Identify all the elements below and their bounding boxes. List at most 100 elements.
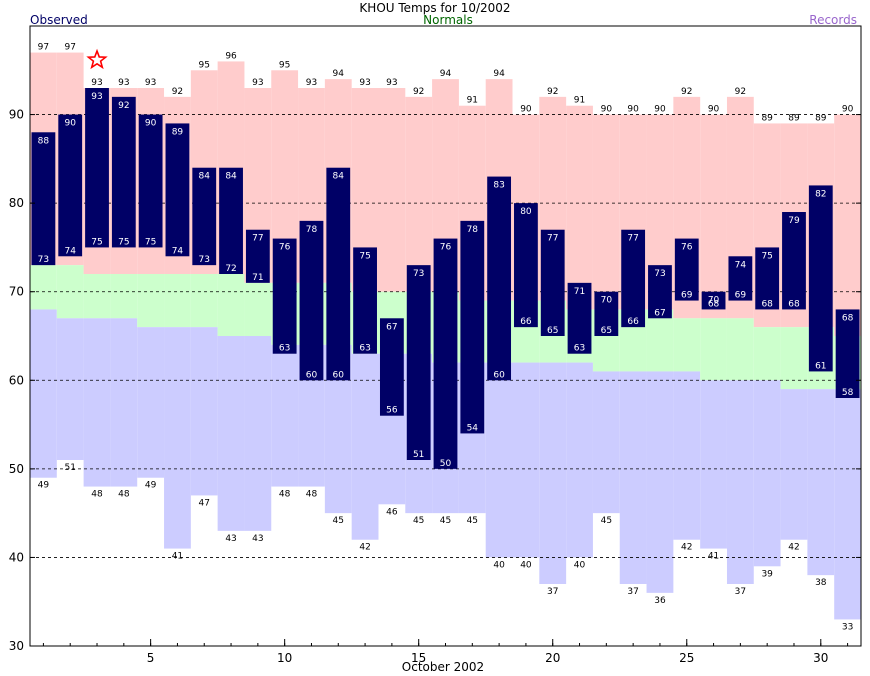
record-high-label-8: 96 (225, 51, 237, 61)
record-high-label-6: 92 (172, 87, 183, 97)
observed-low-label-16: 50 (440, 459, 452, 469)
record-high-label-30: 89 (815, 113, 827, 123)
record-high-band-31 (834, 114, 861, 336)
record-low-band-3 (83, 318, 111, 487)
record-high-band-15 (405, 96, 433, 292)
record-low-label-20: 37 (547, 587, 558, 597)
observed-high-label-26: 70 (708, 296, 720, 306)
legend-observed: Observed (30, 13, 88, 27)
record-low-band-7 (190, 327, 218, 496)
observed-bar-30 (808, 185, 833, 372)
observed-high-label-13: 75 (359, 251, 370, 261)
record-low-label-27: 37 (735, 587, 746, 597)
record-high-label-11: 93 (306, 78, 317, 88)
normal-band-1 (30, 265, 57, 310)
record-low-label-11: 48 (306, 490, 318, 500)
observed-high-label-6: 89 (172, 127, 184, 137)
record-high-label-31: 90 (842, 105, 854, 115)
observed-low-label-28: 68 (761, 299, 773, 309)
record-high-label-14: 93 (386, 78, 397, 88)
observed-bar-8 (219, 167, 243, 274)
record-low-label-30: 38 (815, 578, 827, 588)
record-low-band-28 (753, 380, 781, 567)
observed-low-label-13: 63 (359, 344, 370, 354)
observed-low-label-31: 58 (842, 388, 854, 398)
observed-low-label-19: 66 (520, 317, 532, 327)
record-low-label-10: 48 (279, 490, 291, 500)
record-high-band-26 (700, 114, 727, 319)
record-high-label-15: 92 (413, 87, 424, 97)
record-low-label-6: 41 (172, 552, 183, 562)
record-low-band-1 (30, 309, 57, 478)
normal-band-28 (753, 327, 781, 381)
record-high-label-3: 93 (91, 78, 102, 88)
observed-high-label-30: 82 (815, 189, 826, 199)
observed-bar-11 (299, 220, 324, 381)
record-low-label-23: 37 (627, 587, 638, 597)
record-high-label-18: 94 (493, 69, 505, 79)
observed-bar-18 (487, 176, 512, 381)
observed-high-label-15: 73 (413, 269, 424, 279)
normal-band-8 (217, 274, 245, 336)
observed-bar-19 (514, 203, 538, 328)
observed-low-label-5: 75 (145, 237, 156, 247)
observed-bars (31, 88, 860, 469)
y-tick-label-90: 90 (9, 108, 24, 122)
observed-low-label-17: 54 (467, 423, 479, 433)
record-low-label-16: 45 (440, 516, 451, 526)
observed-high-label-28: 75 (761, 251, 772, 261)
observed-bar-15 (406, 265, 431, 460)
record-high-label-20: 92 (547, 87, 558, 97)
observed-bar-6 (165, 123, 190, 257)
observed-high-label-1: 88 (38, 136, 50, 146)
x-tick-label-10: 10 (277, 651, 292, 665)
record-low-label-14: 46 (386, 507, 398, 517)
record-high-band-21 (566, 105, 593, 310)
observed-high-label-12: 84 (333, 172, 345, 182)
observed-bar-9 (245, 229, 270, 283)
observed-bar-24 (648, 265, 672, 319)
observed-high-label-2: 90 (64, 119, 76, 129)
observed-bar-5 (138, 114, 163, 248)
y-tick-label-80: 80 (9, 196, 24, 210)
y-tick-label-60: 60 (9, 373, 24, 387)
record-low-label-24: 36 (654, 596, 666, 606)
observed-bar-12 (326, 167, 351, 381)
observed-low-label-6: 74 (172, 246, 184, 256)
record-low-band-24 (646, 371, 674, 593)
observed-high-label-18: 83 (493, 181, 504, 191)
normal-band-29 (780, 327, 808, 390)
record-high-label-5: 93 (145, 78, 156, 88)
observed-low-label-15: 51 (413, 450, 424, 460)
observed-bar-10 (272, 238, 297, 354)
record-low-label-29: 42 (788, 543, 799, 553)
observed-bar-29 (782, 212, 806, 310)
observed-bar-4 (111, 96, 136, 248)
observed-bar-16 (433, 238, 458, 469)
record-low-band-21 (566, 362, 593, 558)
observed-bar-21 (567, 282, 592, 354)
record-star-icon (86, 48, 108, 70)
observed-bar-3 (85, 88, 109, 248)
record-low-label-3: 48 (91, 490, 103, 500)
record-low-band-9 (244, 336, 272, 531)
observed-low-label-8: 72 (225, 264, 236, 274)
observed-high-label-4: 92 (118, 101, 129, 111)
record-low-band-25 (673, 371, 701, 540)
normal-band-7 (190, 274, 218, 328)
observed-low-label-29: 68 (788, 299, 800, 309)
record-low-band-8 (217, 336, 245, 531)
record-low-label-21: 40 (574, 560, 586, 570)
observed-high-label-25: 76 (681, 243, 693, 253)
record-low-label-17: 45 (467, 516, 478, 526)
observed-low-label-23: 66 (627, 317, 639, 327)
observed-low-label-9: 71 (252, 273, 263, 283)
record-low-band-29 (780, 389, 808, 540)
record-low-band-2 (56, 318, 84, 460)
observed-low-label-18: 60 (493, 370, 505, 380)
record-high-label-23: 90 (627, 105, 639, 115)
normal-band-26 (700, 318, 727, 381)
observed-bar-31 (835, 309, 860, 398)
normal-band-3 (83, 274, 111, 319)
